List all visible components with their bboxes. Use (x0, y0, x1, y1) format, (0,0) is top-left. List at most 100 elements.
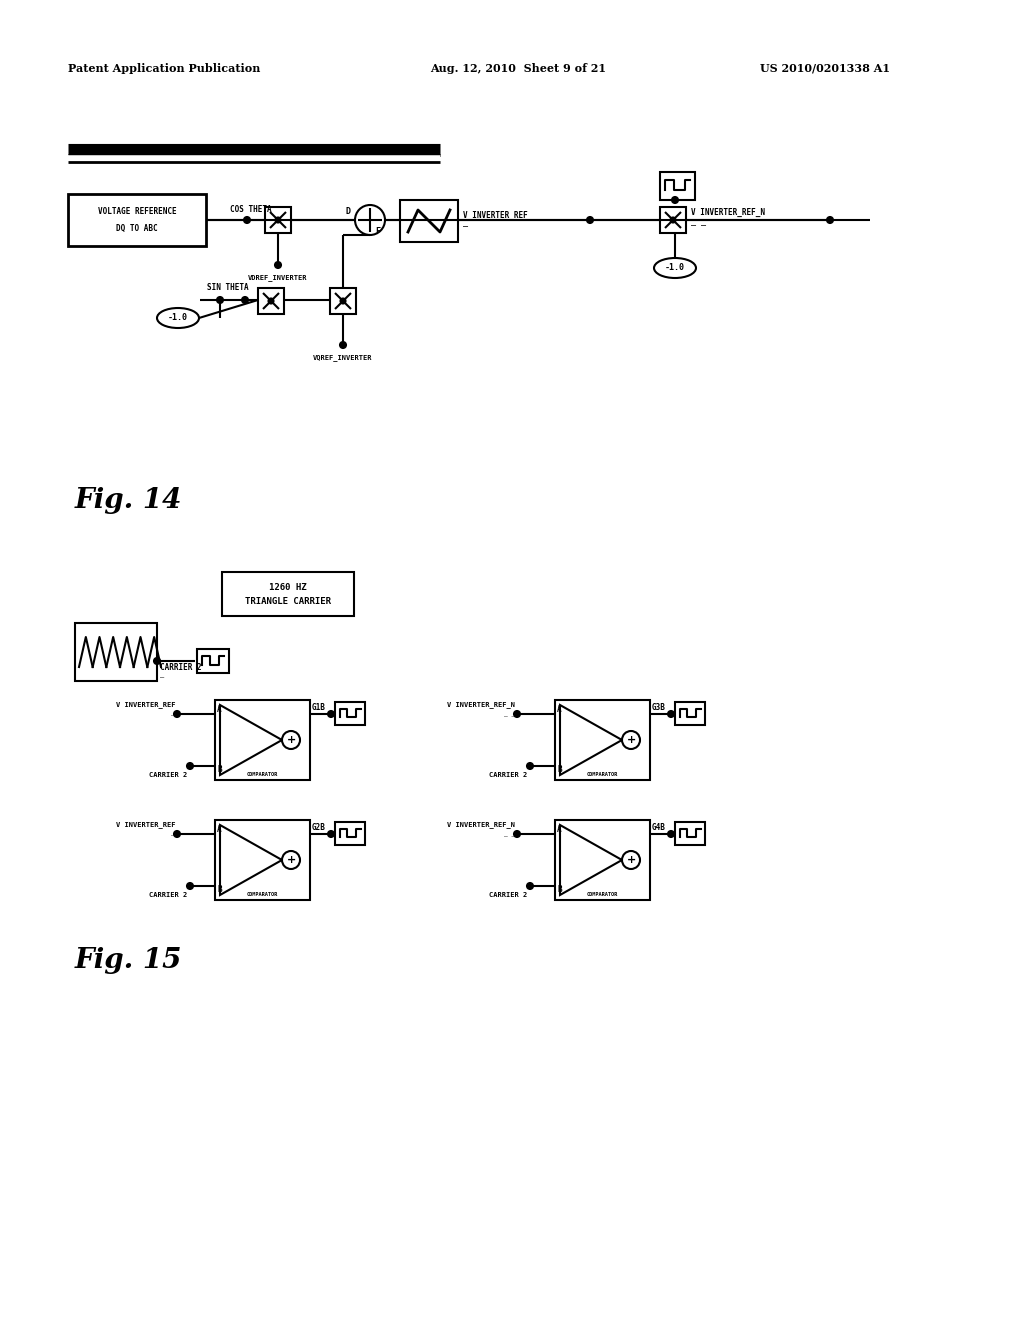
Circle shape (340, 342, 346, 348)
Text: – –: – – (504, 714, 515, 718)
Text: – –: – – (691, 220, 706, 230)
Text: D: D (345, 207, 350, 216)
Circle shape (242, 297, 248, 304)
Circle shape (622, 731, 640, 748)
Circle shape (275, 261, 281, 268)
Text: G3B: G3B (652, 704, 666, 713)
Circle shape (668, 832, 674, 837)
Bar (215, 820, 310, 900)
Circle shape (154, 657, 160, 664)
Text: -1.0: -1.0 (168, 314, 188, 322)
Text: COMPARATOR: COMPARATOR (587, 891, 617, 896)
Circle shape (514, 832, 520, 837)
Circle shape (282, 731, 300, 748)
Text: +: + (627, 735, 636, 744)
Circle shape (275, 218, 281, 223)
Circle shape (174, 832, 180, 837)
Circle shape (671, 218, 676, 223)
Circle shape (527, 763, 534, 770)
Circle shape (282, 851, 300, 869)
Text: G4B: G4B (652, 824, 666, 833)
Text: VQREF_INVERTER: VQREF_INVERTER (313, 355, 373, 362)
Text: DQ TO ABC: DQ TO ABC (116, 223, 158, 232)
Text: V INVERTER_REF_N: V INVERTER_REF_N (691, 207, 765, 216)
Text: B: B (217, 766, 221, 775)
Text: G1B: G1B (312, 704, 326, 713)
Text: CARRIER 2: CARRIER 2 (148, 892, 187, 898)
Text: -1.0: -1.0 (665, 264, 685, 272)
Ellipse shape (157, 308, 199, 327)
Text: +: + (627, 855, 636, 865)
Text: CARRIER 2: CARRIER 2 (148, 772, 187, 777)
Text: V INVERTER_REF: V INVERTER_REF (116, 821, 175, 829)
Text: G2B: G2B (312, 824, 326, 833)
Bar (197, 649, 229, 673)
Text: VOLTAGE REFERENCE: VOLTAGE REFERENCE (97, 207, 176, 216)
Bar (335, 822, 365, 845)
Circle shape (328, 711, 334, 717)
Circle shape (244, 216, 250, 223)
Bar (222, 572, 354, 616)
Text: VDREF_INVERTER: VDREF_INVERTER (248, 275, 308, 281)
Text: –: – (171, 714, 175, 718)
Bar (258, 288, 284, 314)
Text: A: A (557, 825, 561, 834)
Text: CARRIER 2: CARRIER 2 (488, 772, 527, 777)
Text: +: + (287, 855, 296, 865)
Circle shape (514, 711, 520, 717)
Text: CARRIER 2: CARRIER 2 (488, 892, 527, 898)
Circle shape (268, 298, 273, 304)
Text: –: – (171, 833, 175, 838)
Bar (68, 194, 206, 246)
Text: 1260 HZ: 1260 HZ (269, 583, 307, 593)
Bar (330, 288, 356, 314)
Bar (335, 702, 365, 725)
Text: B: B (217, 886, 221, 895)
Text: TRIANGLE CARRIER: TRIANGLE CARRIER (245, 598, 331, 606)
Text: V INVERTER_REF_N: V INVERTER_REF_N (447, 701, 515, 709)
Text: COMPARATOR: COMPARATOR (587, 771, 617, 776)
Text: V INVERTER_REF_N: V INVERTER_REF_N (447, 821, 515, 829)
Text: +: + (287, 735, 296, 744)
Text: F: F (376, 227, 381, 236)
Circle shape (328, 832, 334, 837)
Circle shape (187, 883, 193, 888)
Text: COMPARATOR: COMPARATOR (247, 771, 278, 776)
Circle shape (622, 851, 640, 869)
Circle shape (527, 883, 534, 888)
Circle shape (587, 216, 593, 223)
Text: Patent Application Publication: Patent Application Publication (68, 62, 260, 74)
Circle shape (827, 216, 833, 223)
Bar (265, 207, 291, 234)
Text: –: – (160, 675, 164, 680)
Text: –: – (463, 223, 468, 231)
Text: Aug. 12, 2010  Sheet 9 of 21: Aug. 12, 2010 Sheet 9 of 21 (430, 62, 606, 74)
Bar (555, 700, 650, 780)
Circle shape (668, 711, 674, 717)
Text: – –: – – (504, 833, 515, 838)
Text: COS THETA: COS THETA (230, 206, 271, 214)
Text: SIN THETA: SIN THETA (207, 284, 249, 293)
Text: A: A (217, 705, 221, 714)
Bar (400, 201, 458, 242)
Text: Fig. 15: Fig. 15 (75, 946, 182, 974)
Text: B: B (557, 886, 561, 895)
Bar (215, 700, 310, 780)
Text: Fig. 14: Fig. 14 (75, 487, 182, 513)
Circle shape (217, 297, 223, 304)
Circle shape (355, 205, 385, 235)
Bar (75, 623, 157, 681)
Bar (660, 172, 695, 201)
Text: US 2010/0201338 A1: US 2010/0201338 A1 (760, 62, 890, 74)
Text: A: A (557, 705, 561, 714)
Text: A: A (217, 825, 221, 834)
Text: CARRIER 2: CARRIER 2 (160, 663, 202, 672)
Bar (675, 822, 705, 845)
Text: COMPARATOR: COMPARATOR (247, 891, 278, 896)
Text: V INVERTER_REF: V INVERTER_REF (463, 210, 527, 219)
Bar (660, 207, 686, 234)
Ellipse shape (654, 257, 696, 279)
Text: V INVERTER_REF: V INVERTER_REF (116, 701, 175, 709)
Bar (675, 702, 705, 725)
Circle shape (341, 298, 345, 304)
